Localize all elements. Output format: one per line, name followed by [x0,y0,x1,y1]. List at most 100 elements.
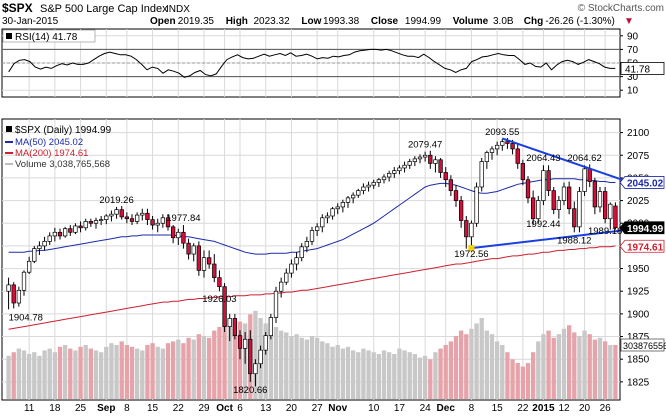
candle [453,185,459,207]
candle-body [124,216,130,220]
volume-bar [350,350,356,399]
x-tick-label: 11 [24,403,35,413]
candle [577,186,582,233]
volume-bar [52,352,58,399]
volume-bar [78,346,83,399]
rsi-value-tag [620,62,665,75]
candle [592,177,598,215]
candle [417,154,423,164]
candle-body [114,209,119,215]
volume-bar [278,330,284,399]
candle-body [186,242,191,255]
candle-body [345,197,351,203]
candle-body [284,272,289,283]
candle [268,313,274,340]
ma200-line [8,245,616,330]
candle-body [479,161,484,188]
candle-body [196,245,202,271]
candle [536,196,541,224]
candle [520,159,526,186]
price-tick-label: 1850 [627,355,650,366]
volume-bar [263,323,268,399]
candle-body [474,186,479,224]
volume-bar [417,357,423,399]
volume-bar [443,345,448,399]
candle [114,206,119,219]
quote-value: 1994.99 [405,16,442,27]
candle [88,218,94,227]
header-copyright: © StockCharts.com [578,3,664,14]
volume-bar [47,348,52,399]
volume-bar [464,334,469,399]
price-tick-label: 1900 [627,309,650,320]
candle [525,176,531,204]
candle [438,157,443,178]
volume-bar [453,336,459,399]
volume-bar [83,345,88,399]
candle [402,161,407,173]
volume-bar [412,354,418,399]
candle [448,175,454,197]
candle [258,345,263,369]
rsi-tick-label: 30 [627,72,639,83]
candle [98,215,104,226]
candle [145,208,150,226]
volume-bar [21,350,27,399]
volume-bar [155,346,160,399]
price-tag-label: 1994.99 [627,224,664,235]
candle-body [253,363,258,375]
candle [361,183,366,195]
candle [227,313,232,342]
candle-body [73,225,78,233]
volume-bar [37,355,42,399]
candle-body [165,217,171,228]
candle-body [433,159,438,164]
candle-body [330,208,335,217]
quote-label: Open [150,16,176,27]
candle-body [88,221,94,224]
quote-value: 2023.32 [254,16,291,27]
volume-bar [422,355,428,399]
candle-body [304,241,310,248]
price-tick-label: 1950 [627,264,650,275]
legend-swatch-price [6,126,12,132]
candle-body [530,197,536,220]
rsi-tick-label: 10 [627,86,639,97]
price-annotation: 1904.78 [9,312,43,323]
candle [541,165,546,206]
volume-bar [68,348,73,399]
quote-value: -26.26 (-1.30%) [545,16,614,27]
candle [386,170,392,182]
volume-bar [273,327,279,399]
quote-label: Chg [524,16,543,27]
candle [52,227,58,242]
candle [21,270,27,296]
volume-bar [98,352,104,399]
candle-body [407,161,412,166]
volume-bar [42,350,47,399]
volume-bar [176,339,181,399]
candle [484,150,490,169]
candle [335,203,340,215]
candle [299,243,304,262]
volume-bar [299,337,304,399]
volume-bar [309,336,315,399]
volume-tag-label: 3038765568 [623,341,666,351]
candle-body [68,228,73,233]
quote-label: Close [371,16,399,27]
candle-body [232,318,238,336]
volume-bar [520,366,526,399]
x-tick-label: 24 [420,403,432,413]
candle-body [258,349,263,365]
candle-body [83,221,88,229]
volume-bar [294,334,299,399]
candle-body [314,226,320,231]
price-tick-label: 2075 [627,151,650,162]
header-date: 30-Jan-2015 [2,16,59,27]
volume-bar [186,337,191,399]
x-tick-label: 27 [312,403,324,413]
x-tick-label: Nov [328,403,347,413]
candle-body [42,241,47,247]
candle-body [191,245,196,255]
volume-bar [73,350,78,399]
